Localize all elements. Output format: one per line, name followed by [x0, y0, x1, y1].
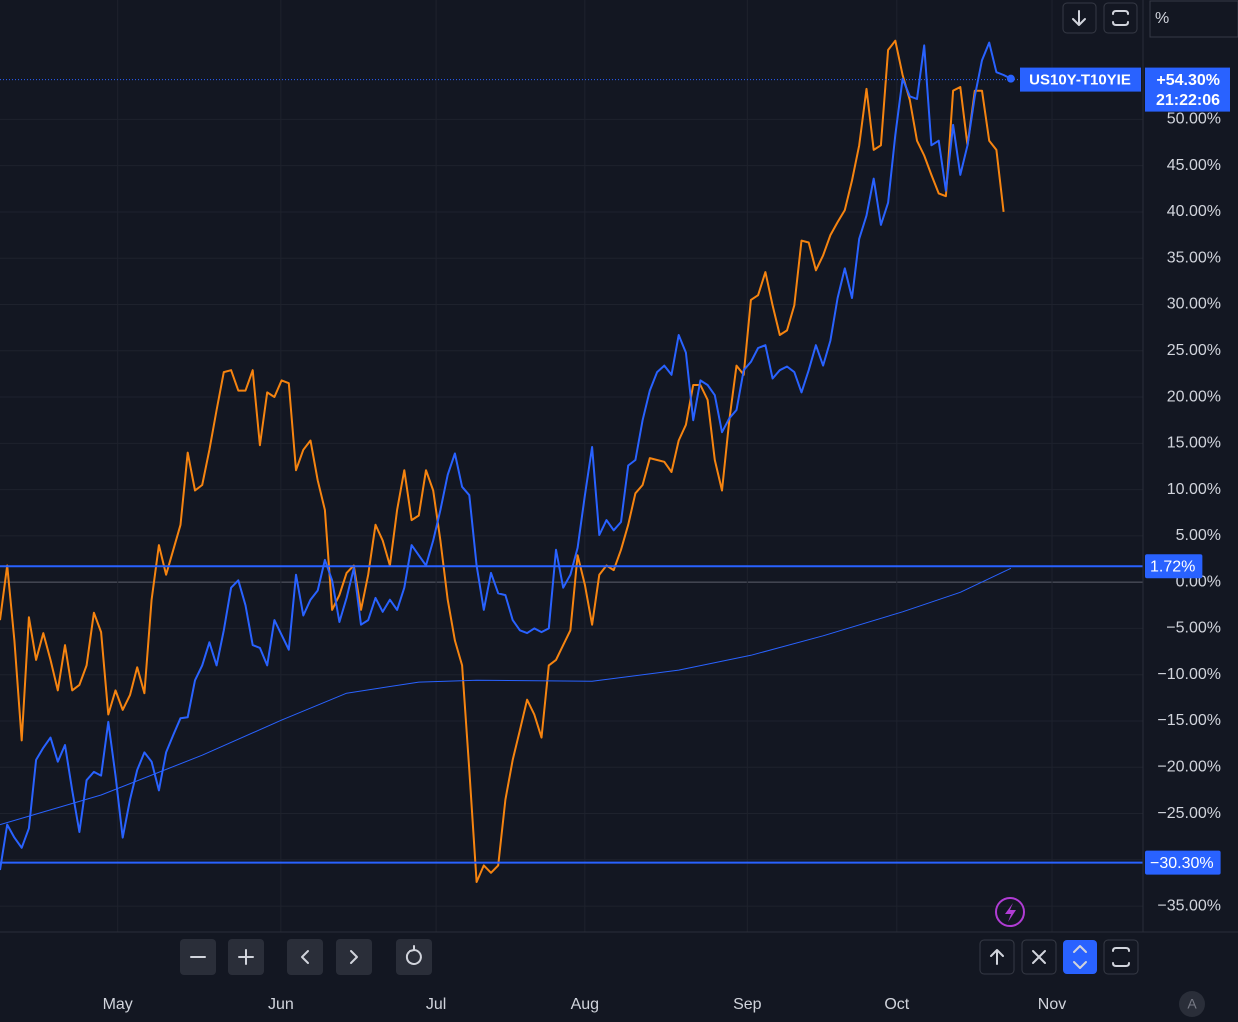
hline-label-bg: [1145, 850, 1221, 875]
y-tick-label: −10.00%: [1157, 666, 1221, 683]
y-tick-label: 10.00%: [1167, 481, 1221, 498]
y-tick-label: 40.00%: [1167, 203, 1221, 220]
countdown: 21:22:06: [1156, 92, 1220, 109]
right-icon: [350, 950, 358, 964]
price-label: +54.30%: [1156, 72, 1220, 89]
x-tick-label: Sep: [733, 996, 762, 1013]
alert-circle[interactable]: [995, 897, 1025, 927]
series-line: [0, 39, 1005, 883]
arrow-icon: [1072, 10, 1086, 26]
auto-badge[interactable]: [1179, 991, 1205, 1017]
fit-icon: [1112, 10, 1129, 26]
y-tick-label: 30.00%: [1167, 296, 1221, 313]
lightning: [1005, 903, 1016, 922]
auto-label: A: [1187, 996, 1197, 1012]
x-tick-label: Nov: [1038, 996, 1066, 1013]
y-tick-label: 15.00%: [1167, 435, 1221, 452]
x-tick-label: May: [103, 996, 133, 1013]
series-line: [0, 567, 1012, 826]
navigation: [180, 939, 432, 975]
fit-button[interactable]: [1103, 939, 1139, 975]
axes: 50.00% 45.00% 40.00% 35.00% 30.00% 25.00% 20.0…: [103, 111, 1221, 1014]
fit-button[interactable]: [1103, 2, 1138, 34]
price-label-bg: [1145, 67, 1230, 112]
y-tick-label: 5.00%: [1176, 527, 1221, 544]
series-line: [0, 41, 1012, 871]
x-tick-label: Oct: [884, 996, 909, 1013]
reset-icon: [405, 945, 422, 965]
price-labels: 1.72% −30.30% US10Y-T10YIE +54.30% 21:22:06: [1020, 67, 1230, 875]
close-icon: [1032, 950, 1046, 964]
left-icon: [301, 950, 309, 964]
x-tick-label: Jun: [268, 996, 294, 1013]
y-tick-label: −25.00%: [1157, 805, 1221, 822]
symbol-label-bg: [1020, 67, 1141, 92]
y-tick-label: −5.00%: [1166, 620, 1221, 637]
y-tick-label: 25.00%: [1167, 342, 1221, 359]
symbol-label: US10Y-T10YIE: [1029, 72, 1131, 89]
auto-scale-button[interactable]: [1063, 940, 1097, 974]
y-tick-label: 50.00%: [1167, 111, 1221, 128]
fit-icon: [1112, 947, 1130, 967]
scale-controls: A: [979, 939, 1205, 1017]
plot-area: [0, 39, 1143, 883]
scale-unit: %: [1155, 10, 1169, 27]
y-tick-label: 45.00%: [1167, 157, 1221, 174]
top-controls: %: [1062, 0, 1238, 38]
y-tick-label: −20.00%: [1157, 758, 1221, 775]
auto-icon: [1073, 945, 1087, 969]
scale-input[interactable]: [1149, 0, 1238, 38]
y-tick-label: 35.00%: [1167, 249, 1221, 266]
last-point: [1006, 74, 1015, 83]
plus-icon: [238, 949, 254, 965]
up-icon: [990, 949, 1004, 965]
y-tick-label: −35.00%: [1157, 897, 1221, 914]
grid: [0, 0, 1143, 932]
x-tick-label: Jul: [426, 996, 446, 1013]
y-tick-label: 20.00%: [1167, 388, 1221, 405]
hline-label: 1.72%: [1150, 558, 1195, 575]
hline-label: −30.30%: [1150, 855, 1214, 872]
x-tick-label: Aug: [571, 996, 599, 1013]
hline-label-bg: [1145, 554, 1203, 579]
y-tick-label: −15.00%: [1157, 712, 1221, 729]
scroll-right-button[interactable]: [336, 939, 372, 975]
alert-icon: [995, 897, 1025, 927]
scroll-left-button[interactable]: [287, 939, 323, 975]
reset-button[interactable]: [396, 939, 432, 975]
